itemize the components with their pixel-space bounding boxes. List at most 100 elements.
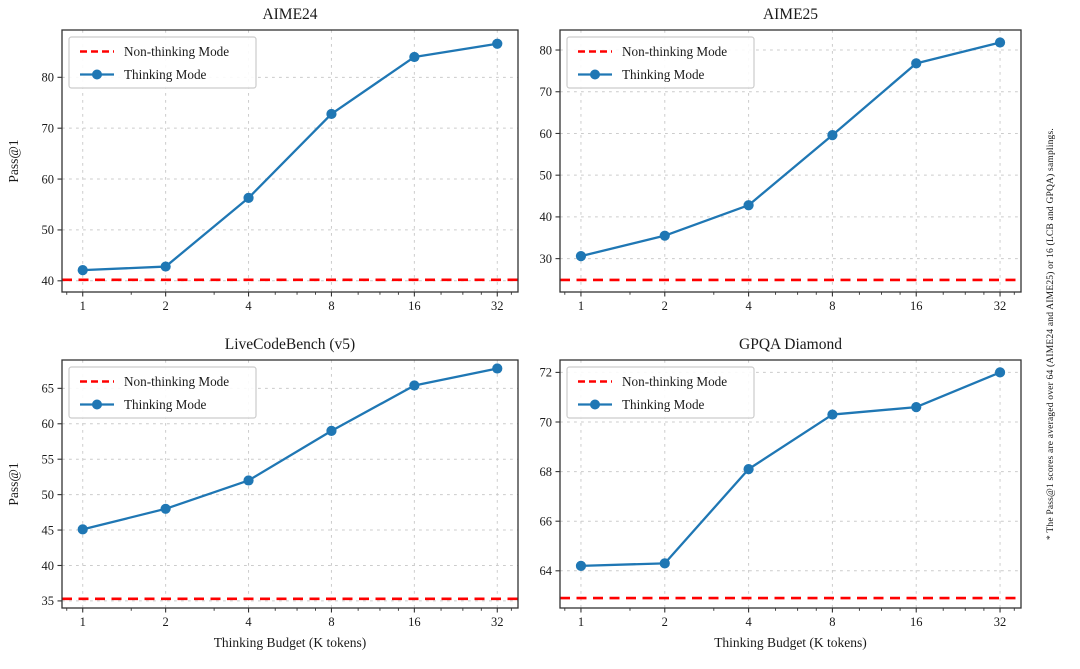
axes-frame [559,29,1022,293]
data-point-marker [326,108,337,120]
y-axis-label: Pass@1 [6,139,21,182]
x-tick-label: 32 [994,299,1007,313]
data-point-marker [160,261,171,272]
data-point-marker [827,409,838,420]
chart-title: AIME25 [763,6,818,23]
y-tick-label: 70 [540,85,553,99]
x-tick-label: 8 [328,615,334,629]
legend-thinking-marker [590,399,600,410]
data-point-marker [492,363,503,374]
y-tick-label: 60 [42,172,55,186]
data-point-marker [743,200,754,211]
gridlines [62,360,518,608]
y-tick-label: 60 [540,127,553,141]
footnote: * The Pass@1 scores are averaged over 64… [1046,128,1056,540]
x-tick-label: 32 [491,299,504,313]
data-point-marker [77,265,88,276]
y-tick-label: 35 [42,594,55,608]
data-point-marker [575,251,587,262]
x-tick-label: 16 [910,299,923,313]
y-tick-label: 80 [540,43,553,57]
x-tick-label: 1 [80,615,86,629]
series-thinking-line [82,367,498,531]
series-thinking-line [580,41,1001,258]
y-tick-label: 65 [42,382,55,396]
y-tick-label: 70 [42,121,55,135]
legend-box [566,366,755,419]
x-tick-label: 1 [578,299,584,313]
y-tick-label: 55 [42,453,55,467]
x-tick-label: 4 [745,615,752,629]
y-axis: 64 66 68 70 72 [540,366,560,578]
y-tick-label: 72 [540,366,553,380]
legend: Non-thinking Mode Thinking Mode [566,366,755,419]
legend-thinking-marker [92,399,102,410]
data-point-marker [326,425,337,436]
data-point-marker [659,558,670,569]
data-point-marker [911,58,922,69]
x-tick-label: 16 [408,299,421,313]
legend: Non-thinking Mode Thinking Mode [566,36,755,89]
x-tick-label: 2 [662,299,668,313]
data-point-marker [743,464,754,475]
data-point-marker [160,503,171,514]
legend-non-thinking-label: Non-thinking Mode [622,44,727,59]
legend-box [566,36,755,89]
x-tick-label: 1 [578,615,584,629]
axes-frame [559,359,1022,609]
x-axis: 1 2 4 8 16 32 [564,608,1015,629]
legend-thinking-label: Thinking Mode [124,397,207,412]
x-tick-label: 8 [829,615,835,629]
legend-thinking-label: Thinking Mode [622,67,705,82]
data-point-marker [409,51,420,63]
legend: Non-thinking Mode Thinking Mode [68,366,257,419]
data-point-marker [659,230,670,241]
legend-non-thinking-label: Non-thinking Mode [622,374,727,389]
x-tick-label: 4 [245,615,252,629]
axes-frame [61,29,519,293]
y-tick-label: 50 [540,168,553,182]
legend-thinking-marker [92,69,102,80]
x-axis-label: Thinking Budget (K tokens) [714,635,867,650]
data-point-marker [409,380,420,391]
y-tick-label: 30 [540,252,553,266]
y-tick-label: 45 [42,523,55,537]
legend-non-thinking-label: Non-thinking Mode [124,374,229,389]
x-axis: 1 2 4 8 16 32 [66,608,512,629]
y-tick-label: 66 [540,515,553,529]
y-tick-label: 40 [42,559,55,573]
legend-thinking-label: Thinking Mode [124,67,207,82]
y-axis: 30 40 50 60 70 80 [540,43,560,266]
legend: Non-thinking Mode Thinking Mode [68,36,257,89]
data-point-marker [575,560,587,571]
chart-gpqa-diamond: 64 66 68 70 72 1 2 4 8 16 32 GPQA Diamond Thinking B… [540,336,1022,650]
chart-title: GPQA Diamond [739,336,842,353]
y-tick-label: 80 [42,71,55,85]
chart-livecodebench-v5: 35 40 45 50 55 60 65 1 2 4 8 16 32 LiveCodeBench (v5)… [6,336,519,650]
x-tick-label: 4 [245,299,252,313]
legend-non-thinking-label: Non-thinking Mode [124,44,229,59]
series-thinking-line [82,42,498,272]
x-tick-label: 16 [408,615,421,629]
data-point-marker [243,192,254,203]
y-tick-label: 50 [42,223,55,237]
x-tick-label: 8 [328,299,334,313]
x-tick-label: 8 [829,299,835,313]
x-tick-label: 32 [491,615,504,629]
y-tick-label: 50 [42,488,55,502]
x-tick-label: 16 [910,615,923,629]
x-axis: 1 2 4 8 16 32 [564,292,1015,313]
chart-title: LiveCodeBench (v5) [225,336,355,353]
y-axis: 40 50 60 70 80 [42,71,62,288]
x-tick-label: 4 [745,299,752,313]
x-tick-label: 2 [163,299,169,313]
data-point-marker [827,130,838,141]
legend-box [68,36,257,89]
x-tick-label: 2 [662,615,668,629]
legend-thinking-label: Thinking Mode [622,397,705,412]
series-thinking-line [580,371,1001,567]
data-point-marker [994,37,1006,48]
y-tick-label: 40 [540,210,553,224]
